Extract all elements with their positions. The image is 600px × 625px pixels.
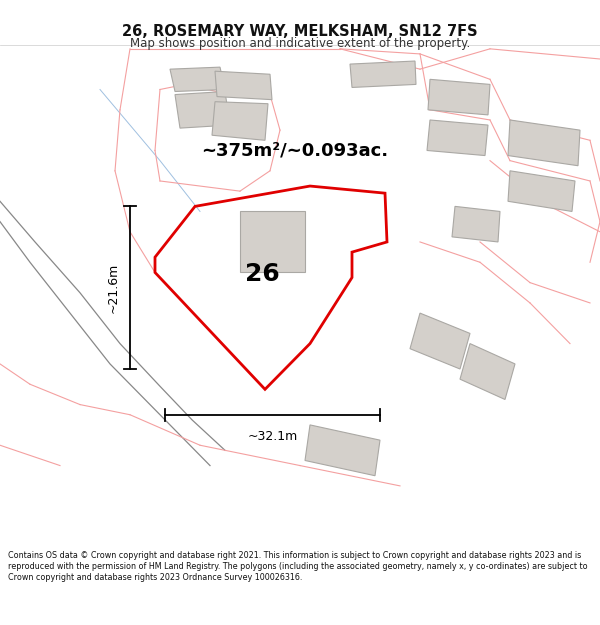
Text: Contains OS data © Crown copyright and database right 2021. This information is : Contains OS data © Crown copyright and d…: [8, 551, 587, 582]
Polygon shape: [508, 171, 575, 211]
Polygon shape: [240, 211, 305, 272]
Polygon shape: [215, 71, 272, 99]
Polygon shape: [508, 120, 580, 166]
Text: Map shows position and indicative extent of the property.: Map shows position and indicative extent…: [130, 38, 470, 51]
Text: 26, ROSEMARY WAY, MELKSHAM, SN12 7FS: 26, ROSEMARY WAY, MELKSHAM, SN12 7FS: [122, 24, 478, 39]
Polygon shape: [460, 344, 515, 399]
Polygon shape: [350, 61, 416, 88]
Polygon shape: [175, 91, 230, 128]
Text: ~21.6m: ~21.6m: [107, 262, 120, 313]
Polygon shape: [428, 79, 490, 115]
Polygon shape: [212, 102, 268, 140]
Text: ~32.1m: ~32.1m: [247, 430, 298, 443]
Polygon shape: [452, 206, 500, 242]
Polygon shape: [410, 313, 470, 369]
Text: ~375m²/~0.093ac.: ~375m²/~0.093ac.: [202, 141, 389, 159]
Polygon shape: [305, 425, 380, 476]
Text: 26: 26: [245, 262, 280, 286]
Polygon shape: [170, 67, 225, 91]
Polygon shape: [427, 120, 488, 156]
